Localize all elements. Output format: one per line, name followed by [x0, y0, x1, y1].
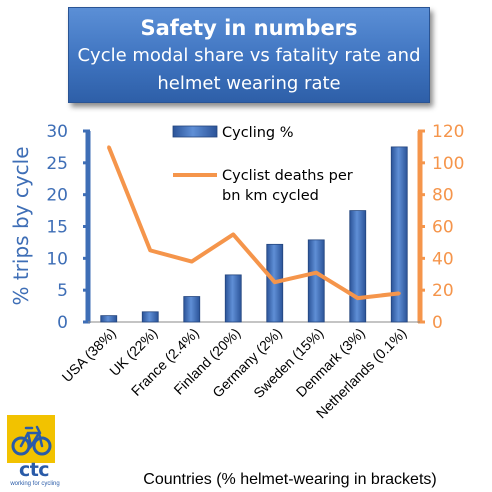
ctc-logo: ctc working for cycling: [5, 415, 65, 487]
bar-cycling-2: [183, 296, 201, 323]
logo-tagline: working for cycling: [10, 481, 60, 487]
line-deaths-point-2: [190, 260, 194, 264]
y-tick-label: 30: [46, 122, 68, 142]
line-deaths-point-6: [356, 296, 360, 300]
y2-tick-label: 20: [432, 281, 454, 301]
chart-subtitle-line1: Cycle modal share vs fatality rate and: [77, 45, 421, 66]
line-deaths-point-1: [148, 248, 152, 252]
line-deaths-point-7: [397, 291, 401, 295]
y-tick-label: 0: [57, 313, 68, 333]
y-tick-label: 20: [46, 186, 68, 206]
bar-cycling-6: [349, 210, 367, 323]
legend-label-cycling: Cycling %: [222, 125, 294, 141]
y2-tick-label: 100: [432, 154, 464, 174]
chart-title-box: Safety in numbers Cycle modal share vs f…: [68, 7, 430, 103]
legend-label-deaths: Cyclist deaths per: [222, 168, 353, 184]
y2-tick-label: 80: [432, 186, 454, 206]
y-tick-label: 5: [57, 281, 68, 301]
bicycle-icon: [7, 415, 55, 463]
y-tick-label: 10: [46, 249, 68, 269]
bar-cycling-3: [224, 274, 242, 323]
line-deaths-point-0: [107, 145, 111, 149]
line-deaths-point-4: [273, 280, 277, 284]
x-axis-label: Countries (% helmet-wearing in brackets): [143, 471, 436, 488]
bar-cycling-7: [390, 146, 408, 323]
line-deaths-point-3: [231, 232, 235, 236]
y2-tick-label: 40: [432, 249, 454, 269]
y-axis-label: % trips by cycle: [9, 146, 33, 305]
x-tick-label: USA (38%): [59, 325, 119, 385]
legend-swatch-cycling: [172, 125, 218, 138]
y-tick-label: 25: [46, 154, 68, 174]
bar-cycling-0: [100, 315, 118, 323]
y-tick-label: 15: [46, 218, 68, 238]
line-deaths: [106, 146, 400, 301]
line-deaths-point-5: [314, 271, 318, 275]
bar-cycling-5: [307, 239, 325, 323]
chart-title: Safety in numbers: [140, 16, 358, 40]
y2-tick-label: 120: [432, 122, 464, 142]
y2-tick-label: 0: [432, 313, 443, 333]
bar-cycling-1: [141, 311, 159, 323]
chart-subtitle-line2: helmet wearing rate: [157, 73, 341, 94]
y2-tick-label: 60: [432, 218, 454, 238]
legend-label-deaths: bn km cycled: [222, 188, 319, 204]
logo-text: ctc: [18, 459, 50, 481]
